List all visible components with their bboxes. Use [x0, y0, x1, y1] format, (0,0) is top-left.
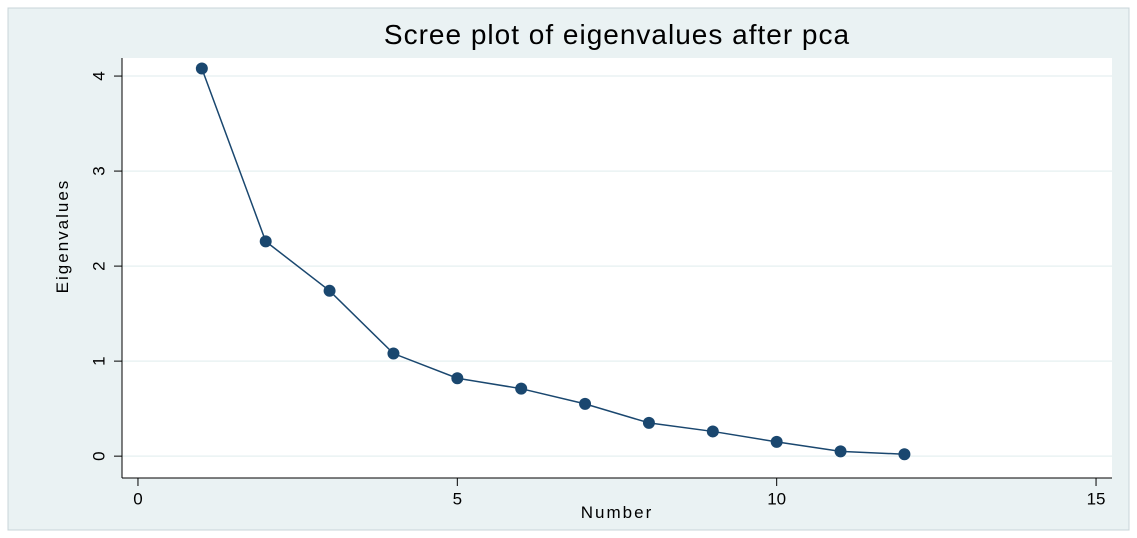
data-line — [201, 68, 905, 455]
x-tick-label: 5 — [453, 489, 462, 508]
data-point — [770, 435, 783, 448]
data-point — [323, 284, 336, 297]
y-axis-label: Eigenvalues — [53, 179, 72, 294]
plot-area — [122, 58, 1112, 478]
y-tick-label: 1 — [89, 356, 108, 365]
data-point — [387, 347, 400, 360]
data-point — [515, 382, 528, 395]
y-tick-label: 3 — [89, 166, 108, 175]
data-point — [706, 425, 719, 438]
data-point — [834, 445, 847, 458]
data-point — [451, 372, 464, 385]
chart-title: Scree plot of eigenvalues after pca — [384, 19, 850, 50]
y-tick-label: 0 — [89, 451, 108, 460]
x-axis-label: Number — [581, 503, 653, 522]
data-point — [579, 397, 592, 410]
x-tick-label: 0 — [133, 489, 142, 508]
data-point — [642, 416, 655, 429]
y-tick-label: 2 — [89, 261, 108, 270]
data-point — [259, 235, 272, 248]
x-tick-label: 15 — [1087, 489, 1106, 508]
data-point — [898, 448, 911, 461]
data-point — [195, 62, 208, 75]
x-tick-label: 10 — [767, 489, 786, 508]
y-tick-label: 4 — [89, 71, 108, 80]
